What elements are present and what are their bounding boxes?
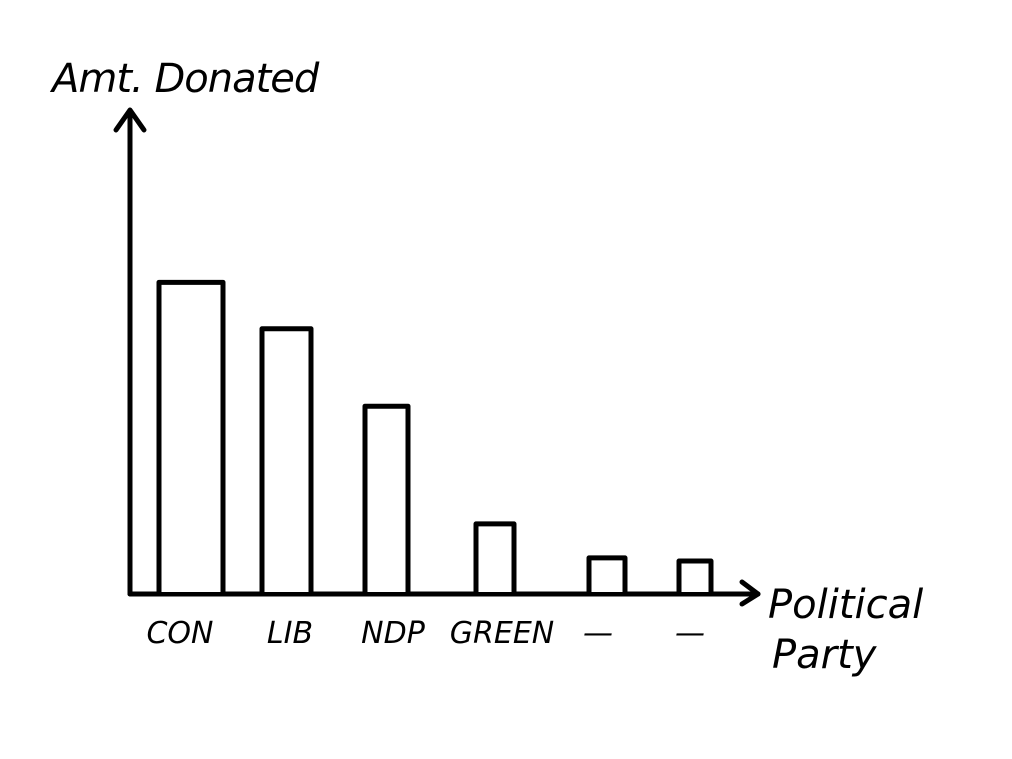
- x-axis-label-line-1: Political: [768, 582, 923, 628]
- bars-group: [156, 279, 714, 592]
- y-axis-label: Amt. Donated: [49, 56, 320, 102]
- x-axis-label-line-2: Party: [772, 632, 878, 678]
- x-tick-label-3: NDP: [361, 616, 426, 651]
- x-tick-label-5: —: [583, 616, 613, 651]
- x-tick-label-4: GREEN: [450, 616, 554, 651]
- bar-1: [156, 279, 226, 592]
- bar-5: [586, 555, 628, 592]
- bar-3: [362, 403, 411, 592]
- x-axis-arrow: [739, 579, 761, 607]
- bar-4: [473, 521, 517, 592]
- x-tick-label-6: —: [675, 616, 705, 651]
- bar-6: [676, 558, 714, 592]
- y-axis-arrow: [113, 107, 147, 133]
- x-tick-label-1: CON: [146, 616, 213, 651]
- bar-2: [259, 326, 314, 592]
- tick-labels-group: CON LIB NDP GREEN — —: [146, 616, 705, 651]
- x-tick-label-2: LIB: [267, 616, 313, 651]
